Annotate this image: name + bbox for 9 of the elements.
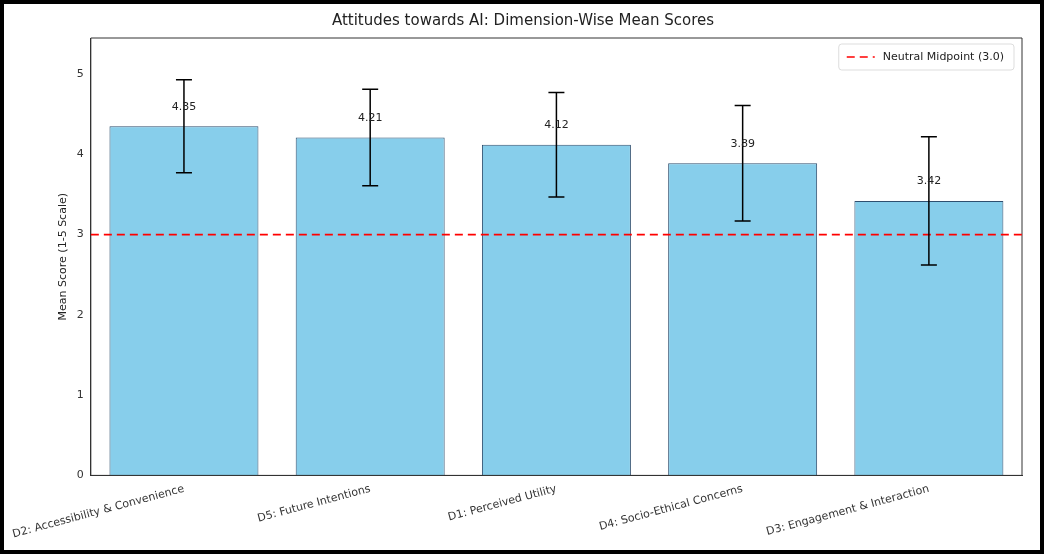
y-axis-title: Mean Score (1-5 Scale) bbox=[56, 192, 70, 321]
y-tick-label: 2 bbox=[76, 307, 84, 321]
y-tick-label: 4 bbox=[76, 147, 84, 161]
y-tick-label: 0 bbox=[76, 468, 84, 482]
y-tick-label: 3 bbox=[76, 227, 84, 241]
y-tick-label: 1 bbox=[76, 388, 84, 401]
legend-label: Neutral Midpoint (3.0) bbox=[882, 49, 1005, 63]
chart-title: Attitudes towards AI: Dimension-Wise Mean Scores bbox=[331, 10, 715, 29]
y-tick-label: 5 bbox=[76, 66, 84, 80]
